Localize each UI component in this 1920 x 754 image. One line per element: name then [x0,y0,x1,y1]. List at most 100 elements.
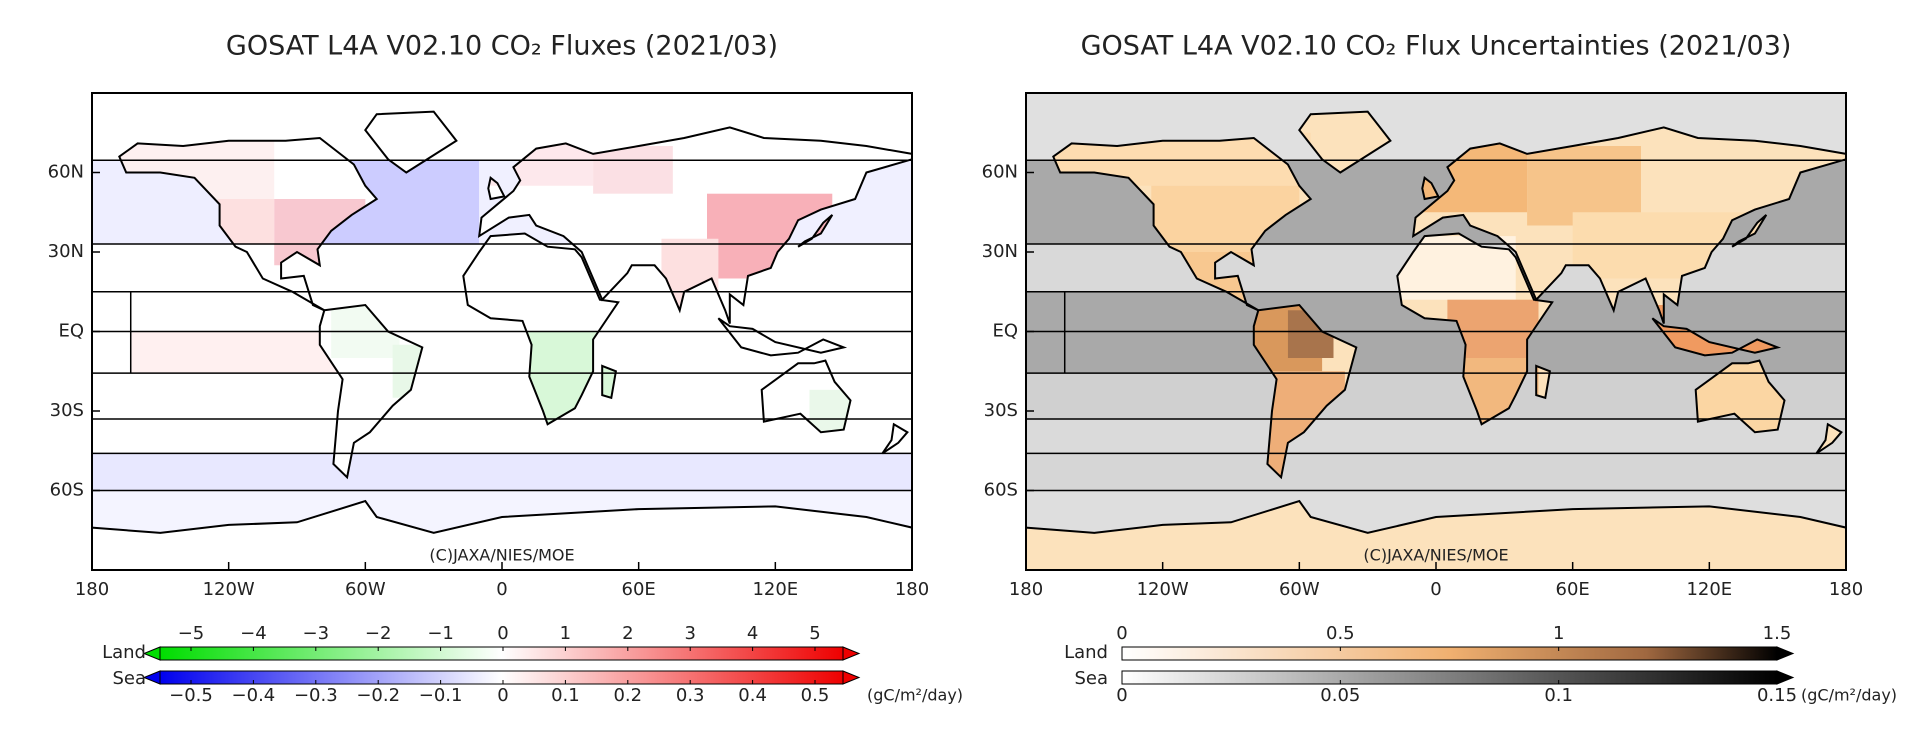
y-tick-label: 30S [984,400,1018,421]
x-tick-label: 180 [1829,579,1863,600]
colorbar-tick-label: −4 [240,623,267,644]
coastline [760,359,852,434]
colorbar-tick-label: −0.4 [232,685,276,706]
land-region [593,146,673,194]
y-tick-label: 60S [984,480,1018,501]
colorbar-tick-label: −1 [427,623,454,644]
x-tick-label: 60E [1556,579,1590,600]
coastline [462,232,620,426]
x-tick-label: 0 [1430,579,1441,600]
colorbar-tick-label: 0.5 [1326,623,1355,644]
map: (C)JAXA/NIES/MOE 180 120W 60W 0 60E 120E 180 60N… [48,92,929,600]
coastline [318,303,424,480]
land-base [718,318,844,356]
colorbar-tick-label: −0.2 [356,685,400,706]
coastline [797,214,834,248]
coastline [1396,232,1554,426]
land-label: Land [1064,642,1108,663]
ocean-region [130,331,343,374]
land-base [1299,111,1391,173]
panel-title: GOSAT L4A V02.10 CO₂ Flux Uncertainties … [1081,31,1792,62]
colorbar-tick-label: −5 [178,623,205,644]
copyright: (C)JAXA/NIES/MOE [1363,546,1508,565]
ocean-region [1026,453,1846,491]
copyright: (C)JAXA/NIES/MOE [429,546,574,565]
colorbar-tick-label: 0.1 [551,685,580,706]
sea-label: Sea [112,668,146,689]
y-tick-label: 60N [48,162,84,183]
colorbar [1121,670,1778,685]
land-base [1026,501,1846,570]
x-tick-label: 180 [895,579,929,600]
colorbar-tick-label: −2 [365,623,392,644]
y-tick-label: 30S [50,400,84,421]
coastline [1052,136,1313,312]
coastline [1731,214,1768,248]
colorbar [1121,646,1778,661]
colorbar-tick-label: 4 [747,623,758,644]
coastline [601,364,618,400]
coastline [1651,317,1782,357]
colorbar-tick-label: 5 [809,623,820,644]
coastline [1815,422,1843,455]
x-tick-label: 0 [496,579,507,600]
colorbar-tick-label: 0.05 [1320,685,1360,706]
coastline [1298,110,1392,174]
y-tick-label: EQ [58,321,84,342]
colorbar-tick-label: 0.1 [1544,685,1573,706]
colorbar-tick-label: 0 [497,685,508,706]
colorbar [159,646,844,661]
land-base [92,501,912,570]
x-tick-label: 120W [203,579,255,600]
land-region [392,344,434,398]
colorbar-tick-label: −0.1 [419,685,463,706]
panel-title: GOSAT L4A V02.10 CO₂ Fluxes (2021/03) [226,31,778,62]
x-tick-label: 180 [1009,579,1043,600]
colorbar-tick-label: 0 [1116,685,1127,706]
land-region [331,291,400,358]
coastline [1694,359,1786,434]
coastline [477,126,913,324]
coastline [717,317,848,357]
ocean-region [92,453,912,491]
colorbar-tick-label: 1 [1553,623,1564,644]
y-tick-label: EQ [992,321,1018,342]
colorbar [159,670,844,685]
colorbar-tick-label: 0.5 [801,685,830,706]
colorbar-tick-label: 0 [497,623,508,644]
colorbar-tick-label: 3 [684,623,695,644]
coastline [1411,126,1847,324]
sea-label: Sea [1074,668,1108,689]
coastline [881,422,909,455]
colorbar-tick-label: 0.2 [613,685,642,706]
y-tick-label: 30N [982,241,1018,262]
colorbar-arrow [142,646,161,661]
colorbar-arrow [1776,646,1795,661]
x-tick-label: 60W [1279,579,1320,600]
land-base [882,424,908,454]
colorbar-arrow [842,646,861,661]
colorbar-arrow [142,670,161,685]
land-label: Land [102,642,146,663]
ocean-region [1026,418,1846,454]
colorbar-tick-label: 0 [1116,623,1127,644]
coastline [1252,303,1358,480]
units: (gC/m²/day) [1801,686,1897,705]
land-base [365,111,457,173]
colorbar-tick-label: 1.5 [1763,623,1792,644]
y-tick-label: 60S [50,480,84,501]
x-tick-label: 120E [1686,579,1732,600]
colorbar-tick-label: 0.3 [676,685,705,706]
colorbar-tick-label: −0.3 [294,685,338,706]
coastline [364,110,458,174]
y-tick-label: 30N [48,241,84,262]
coastline [118,136,379,312]
colorbar-tick-label: 0.4 [738,685,767,706]
colorbar-tick-label: 2 [622,623,633,644]
land-base [1816,424,1842,454]
units: (gC/m²/day) [867,686,963,705]
x-tick-label: 120E [752,579,798,600]
coastline [487,176,506,201]
colorbar-arrow [1776,670,1795,685]
